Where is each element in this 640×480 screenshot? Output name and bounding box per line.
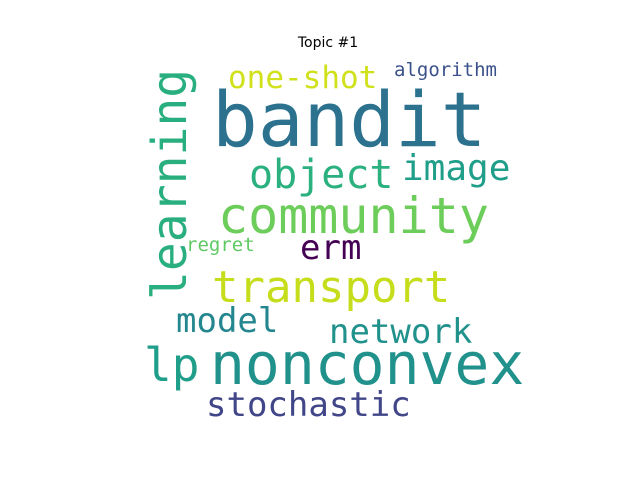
word-network: network bbox=[329, 312, 472, 352]
word-learning: learning bbox=[142, 69, 198, 300]
word-bandit: bandit bbox=[212, 75, 487, 164]
word-nonconvex: nonconvex bbox=[210, 330, 524, 398]
figure-title: Topic #1 bbox=[297, 35, 359, 51]
word-erm: erm bbox=[300, 228, 361, 268]
word-algorithm: algorithm bbox=[394, 59, 497, 81]
word-model: model bbox=[176, 301, 278, 341]
word-stochastic: stochastic bbox=[206, 385, 411, 425]
word-one-shot: one-shot bbox=[228, 60, 377, 96]
word-image: image bbox=[402, 148, 510, 189]
word-regret: regret bbox=[186, 234, 255, 256]
word-transport: transport bbox=[212, 262, 450, 313]
word-lp: lp bbox=[144, 338, 199, 392]
word-community: community bbox=[218, 187, 489, 245]
word-object: object bbox=[249, 152, 394, 198]
